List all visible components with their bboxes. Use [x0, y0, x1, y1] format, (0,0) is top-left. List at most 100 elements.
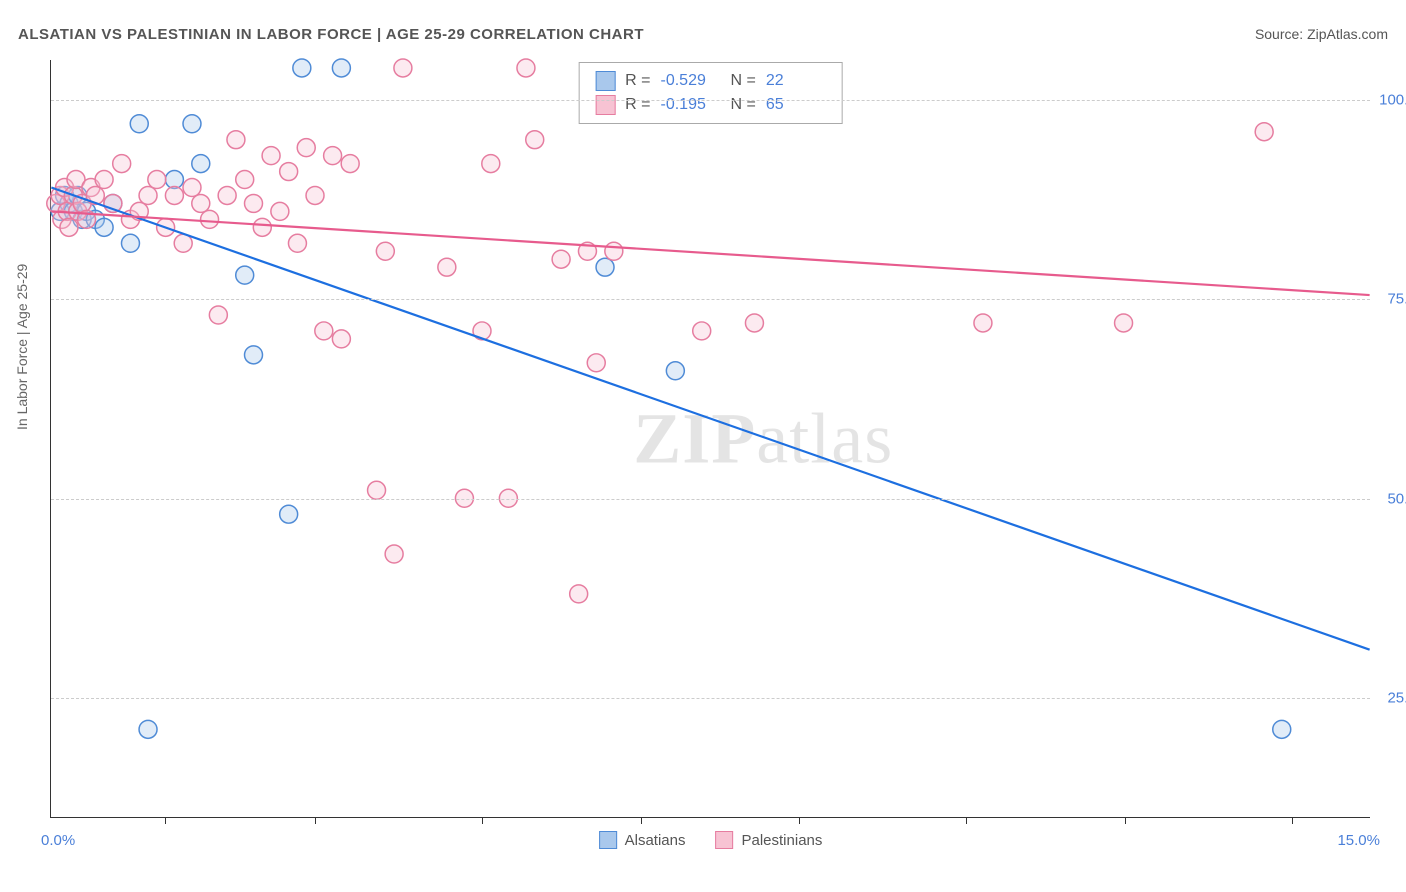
scatter-point — [526, 131, 544, 149]
scatter-point — [974, 314, 992, 332]
scatter-point — [165, 186, 183, 204]
scatter-point — [482, 155, 500, 173]
stats-n-label: N = — [731, 72, 756, 90]
scatter-point — [605, 242, 623, 260]
x-tick — [641, 817, 642, 824]
source-label: Source: ZipAtlas.com — [1255, 26, 1388, 42]
scatter-point — [183, 179, 201, 197]
grid-line — [51, 299, 1370, 300]
x-axis-label-min: 0.0% — [41, 832, 75, 849]
scatter-point — [218, 186, 236, 204]
x-tick — [799, 817, 800, 824]
x-tick — [482, 817, 483, 824]
scatter-point — [341, 155, 359, 173]
scatter-point — [271, 202, 289, 220]
scatter-point — [60, 218, 78, 236]
scatter-point — [315, 322, 333, 340]
scatter-point — [288, 234, 306, 252]
x-tick — [165, 817, 166, 824]
trend-line — [51, 187, 1369, 649]
scatter-point — [438, 258, 456, 276]
stats-n-value: 65 — [766, 96, 826, 114]
scatter-point — [1255, 123, 1273, 141]
scatter-point — [280, 163, 298, 181]
scatter-point — [666, 362, 684, 380]
scatter-point — [95, 171, 113, 189]
x-tick — [1125, 817, 1126, 824]
scatter-point — [332, 59, 350, 77]
legend-label: Palestinians — [741, 832, 822, 849]
scatter-point — [245, 346, 263, 364]
scatter-point — [745, 314, 763, 332]
scatter-point — [139, 720, 157, 738]
x-tick — [966, 817, 967, 824]
scatter-point — [192, 155, 210, 173]
scatter-point — [332, 330, 350, 348]
legend-swatch — [599, 831, 617, 849]
scatter-point — [245, 194, 263, 212]
stats-swatch — [595, 71, 615, 91]
scatter-point — [209, 306, 227, 324]
grid-line — [51, 499, 1370, 500]
scatter-point — [570, 585, 588, 603]
scatter-point — [121, 234, 139, 252]
stats-r-value: -0.529 — [661, 72, 721, 90]
title-bar: ALSATIAN VS PALESTINIAN IN LABOR FORCE |… — [18, 20, 1388, 48]
legend-bottom: Alsatians Palestinians — [599, 831, 823, 849]
stats-box: R = -0.529 N = 22 R = -0.195 N = 65 — [578, 62, 843, 124]
stats-row: R = -0.195 N = 65 — [595, 93, 826, 117]
stats-n-value: 22 — [766, 72, 826, 90]
stats-n-label: N = — [731, 96, 756, 114]
stats-row: R = -0.529 N = 22 — [595, 69, 826, 93]
legend-item: Alsatians — [599, 831, 686, 849]
plot-area: ZIPatlas R =-0.529N =22R =-0.195N =65 0.… — [50, 60, 1370, 818]
y-tick-label: 50.0% — [1387, 490, 1406, 507]
scatter-point — [394, 59, 412, 77]
grid-line — [51, 698, 1370, 699]
scatter-point — [183, 115, 201, 133]
x-tick — [1292, 817, 1293, 824]
stats-r-label: R = — [625, 96, 650, 114]
y-tick-label: 25.0% — [1387, 690, 1406, 707]
scatter-point — [552, 250, 570, 268]
scatter-point — [227, 131, 245, 149]
scatter-point — [376, 242, 394, 260]
legend-item: Palestinians — [715, 831, 822, 849]
scatter-point — [253, 218, 271, 236]
scatter-point — [113, 155, 131, 173]
y-tick-label: 100.0% — [1379, 91, 1406, 108]
scatter-point — [236, 266, 254, 284]
scatter-point — [130, 115, 148, 133]
stats-r-label: R = — [625, 72, 650, 90]
scatter-point — [201, 210, 219, 228]
scatter-point — [293, 59, 311, 77]
legend-label: Alsatians — [625, 832, 686, 849]
scatter-point — [1115, 314, 1133, 332]
scatter-point — [587, 354, 605, 372]
plot-svg — [51, 60, 1370, 817]
y-tick-label: 75.0% — [1387, 291, 1406, 308]
scatter-point — [693, 322, 711, 340]
y-axis-label: In Labor Force | Age 25-29 — [14, 264, 30, 430]
scatter-point — [148, 171, 166, 189]
scatter-point — [262, 147, 280, 165]
scatter-point — [517, 59, 535, 77]
scatter-point — [139, 186, 157, 204]
stats-swatch — [595, 95, 615, 115]
scatter-point — [368, 481, 386, 499]
scatter-point — [306, 186, 324, 204]
scatter-point — [280, 505, 298, 523]
chart-container: ALSATIAN VS PALESTINIAN IN LABOR FORCE |… — [0, 0, 1406, 892]
scatter-point — [95, 218, 113, 236]
x-tick — [315, 817, 316, 824]
scatter-point — [192, 194, 210, 212]
stats-r-value: -0.195 — [661, 96, 721, 114]
grid-line — [51, 100, 1370, 101]
scatter-point — [1273, 720, 1291, 738]
legend-swatch — [715, 831, 733, 849]
scatter-point — [324, 147, 342, 165]
scatter-point — [385, 545, 403, 563]
chart-title: ALSATIAN VS PALESTINIAN IN LABOR FORCE |… — [18, 26, 644, 43]
x-axis-label-max: 15.0% — [1337, 832, 1380, 849]
scatter-point — [236, 171, 254, 189]
